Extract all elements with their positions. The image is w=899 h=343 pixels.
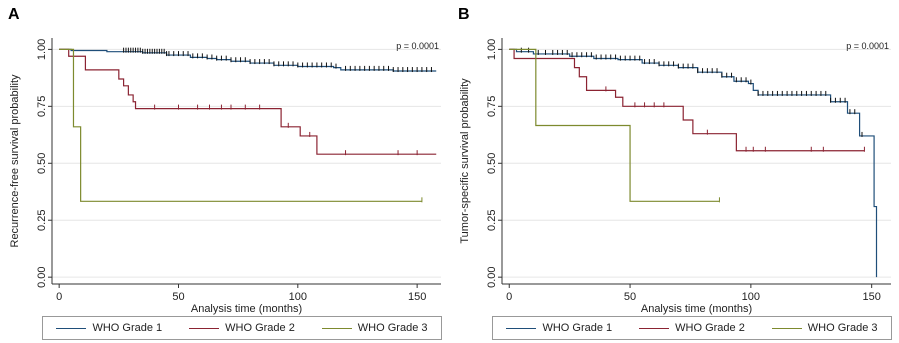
panel-b-x-tick-label: 100 bbox=[742, 291, 760, 303]
panel-a-x-tick-label: 150 bbox=[408, 291, 426, 303]
panel-a-y-tick-label: 0.25 bbox=[36, 210, 48, 231]
panel-b-y-tick-label: 0.00 bbox=[486, 266, 498, 287]
panel-a-y-axis-label: Recurrence-free survival probability bbox=[9, 74, 21, 248]
panel-b-legend-swatch bbox=[771, 327, 802, 329]
panel-b-y-tick-label: 0.25 bbox=[486, 210, 498, 231]
panel-a-p-value: p = 0.0001 bbox=[396, 41, 439, 51]
panel-a-x-axis-label: Analysis time (months) bbox=[191, 303, 302, 315]
panel-b-series-3-line bbox=[509, 48, 720, 202]
panel-a-legend-item-2: WHO Grade 2 bbox=[189, 322, 295, 334]
panel-b-x-tick-label: 0 bbox=[506, 291, 512, 303]
panel-b-legend-label: WHO Grade 3 bbox=[807, 322, 878, 334]
panel-b-legend-item-2: WHO Grade 2 bbox=[639, 322, 745, 334]
panel-a-label: A bbox=[8, 6, 20, 23]
panel-a-legend-label: WHO Grade 3 bbox=[357, 322, 428, 334]
panel-b-y-tick-label: 0.75 bbox=[486, 96, 498, 117]
panel-a: A 0.00 0.25 0.50 0.75 1.00 0 50 100 150 Analysis … bbox=[0, 0, 449, 343]
panel-b-series-2-line bbox=[509, 48, 865, 152]
panel-b-legend-label: WHO Grade 2 bbox=[675, 322, 745, 334]
panel-a-legend-item-1: WHO Grade 1 bbox=[56, 322, 162, 334]
panel-b-legend-item-1: WHO Grade 1 bbox=[506, 322, 612, 334]
panel-b-y-tick-label: 1.00 bbox=[486, 39, 498, 60]
panel-a-y-tick-label: 0.00 bbox=[36, 266, 48, 287]
panel-a-x-tick-label: 50 bbox=[172, 291, 184, 303]
panel-b-x-axis-label: Analysis time (months) bbox=[641, 303, 752, 315]
panel-a-series-3-line bbox=[59, 48, 422, 202]
panel-b-y-axis-label: Tumor-specific survival probability bbox=[459, 78, 471, 244]
panel-b-legend-item-3: WHO Grade 3 bbox=[771, 322, 878, 334]
panel-b-p-value: p = 0.0001 bbox=[846, 41, 889, 51]
panel-b-y-tick-label: 0.50 bbox=[486, 153, 498, 174]
panel-a-y-tick-label: 1.00 bbox=[36, 39, 48, 60]
panel-b: B 0.00 0.25 0.50 0.75 1.00 0 50 100 150 Analysis … bbox=[450, 0, 899, 343]
panel-a-x-tick-label: 100 bbox=[289, 291, 307, 303]
panel-b-plot-area bbox=[501, 37, 892, 285]
panel-a-chart: 0.00 0.25 0.50 0.75 1.00 0 50 100 150 Analysis ti… bbox=[9, 37, 442, 315]
panel-a-legend: WHO Grade 1 WHO Grade 2 WHO Grade 3 bbox=[42, 316, 442, 340]
panel-b-x-tick-label: 150 bbox=[862, 291, 880, 303]
panel-a-legend-swatch bbox=[189, 327, 220, 329]
panel-b-legend-label: WHO Grade 1 bbox=[542, 322, 613, 334]
panel-b-x-tick-label: 50 bbox=[624, 291, 636, 303]
panel-a-legend-label: WHO Grade 2 bbox=[225, 322, 295, 334]
panel-a-legend-swatch bbox=[56, 327, 87, 329]
panel-b-label: B bbox=[458, 6, 470, 23]
panel-a-series-2-line bbox=[59, 48, 437, 155]
panel-a-legend-label: WHO Grade 1 bbox=[92, 322, 163, 334]
panel-a-y-tick-label: 0.75 bbox=[36, 96, 48, 117]
panel-a-x-tick-label: 0 bbox=[56, 291, 62, 303]
panel-a-y-tick-label: 0.50 bbox=[36, 153, 48, 174]
panel-a-legend-item-3: WHO Grade 3 bbox=[321, 322, 428, 334]
panel-b-chart: 0.00 0.25 0.50 0.75 1.00 0 50 100 150 Analysis ti… bbox=[459, 37, 892, 315]
panel-a-legend-swatch bbox=[321, 327, 352, 329]
panel-a-plot-area bbox=[51, 37, 442, 285]
panel-b-legend-swatch bbox=[506, 327, 537, 329]
panel-b-legend-swatch bbox=[639, 327, 670, 329]
panel-b-legend: WHO Grade 1 WHO Grade 2 WHO Grade 3 bbox=[492, 316, 892, 340]
